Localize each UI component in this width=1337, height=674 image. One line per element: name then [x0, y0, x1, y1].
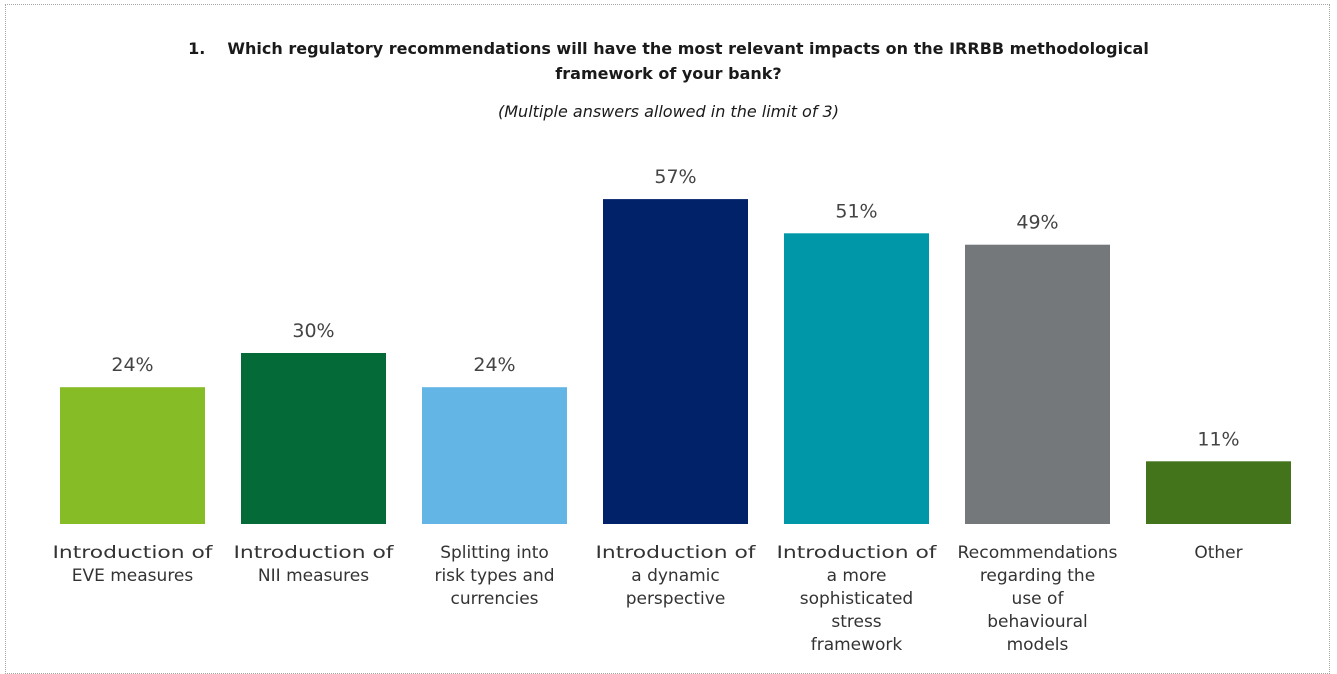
category-label: Recommendations regarding the use of behavi… [958, 543, 1118, 655]
category-label-line: Recommendations [958, 543, 1118, 563]
bar-7 [1146, 461, 1291, 524]
category-label: Introduction of a dynamic perspective [596, 543, 757, 609]
chart-title: 1. Which regulatory recommendations will … [0, 36, 1337, 86]
category-label: Splitting into risk types and currencies [434, 543, 554, 609]
category-label-line: perspective [626, 589, 726, 609]
category-label-line: EVE measures [72, 566, 194, 586]
bar-1 [60, 387, 205, 524]
bar-value-label: 51% [835, 200, 877, 222]
title-line-2: framework of your bank? [555, 64, 782, 83]
bar-6 [965, 244, 1110, 524]
category-label: Introduction of EVE measures [53, 543, 214, 586]
bar-3 [422, 387, 567, 524]
category-label-line: Introduction of [53, 543, 214, 563]
bar-value-label: 49% [1016, 212, 1058, 234]
category-label-line: Introduction of [234, 543, 395, 563]
question-number: 1. [188, 39, 206, 58]
category-label-line: behavioural [987, 612, 1088, 632]
category-label-line: Other [1194, 543, 1242, 563]
chart-subtitle: (Multiple answers allowed in the limit o… [498, 102, 839, 121]
category-label-line: currencies [450, 589, 538, 609]
bar-value-label: 11% [1197, 428, 1239, 450]
category-label-line: NII measures [258, 566, 369, 586]
bar-value-label: 24% [473, 354, 515, 376]
category-label-line: framework [811, 635, 903, 655]
bar-2 [241, 353, 386, 524]
category-label-line: risk types and [434, 566, 554, 586]
category-label-line: models [1007, 635, 1069, 655]
bar-5 [784, 233, 929, 525]
category-label: Other [1194, 543, 1242, 563]
bar-value-label: 57% [654, 166, 696, 188]
category-label-line: stress [831, 612, 881, 632]
category-label-line: Splitting into [440, 543, 549, 563]
category-label-line: use of [1012, 589, 1065, 609]
category-label-line: a more [827, 566, 887, 586]
bar-value-label: 24% [111, 354, 153, 376]
category-label: Introduction of a more sophisticated stress… [777, 543, 938, 655]
bar-value-label: 30% [292, 320, 334, 342]
category-label: Introduction of NII measures [234, 543, 395, 586]
bar-4 [603, 199, 748, 524]
category-label-line: a dynamic [631, 566, 720, 586]
category-label-line: Introduction of [777, 543, 938, 563]
title-line-1: Which regulatory recommendations will ha… [227, 39, 1149, 58]
category-label-line: Introduction of [596, 543, 757, 563]
category-label-line: regarding the [980, 566, 1095, 586]
category-label-line: sophisticated [800, 589, 913, 609]
